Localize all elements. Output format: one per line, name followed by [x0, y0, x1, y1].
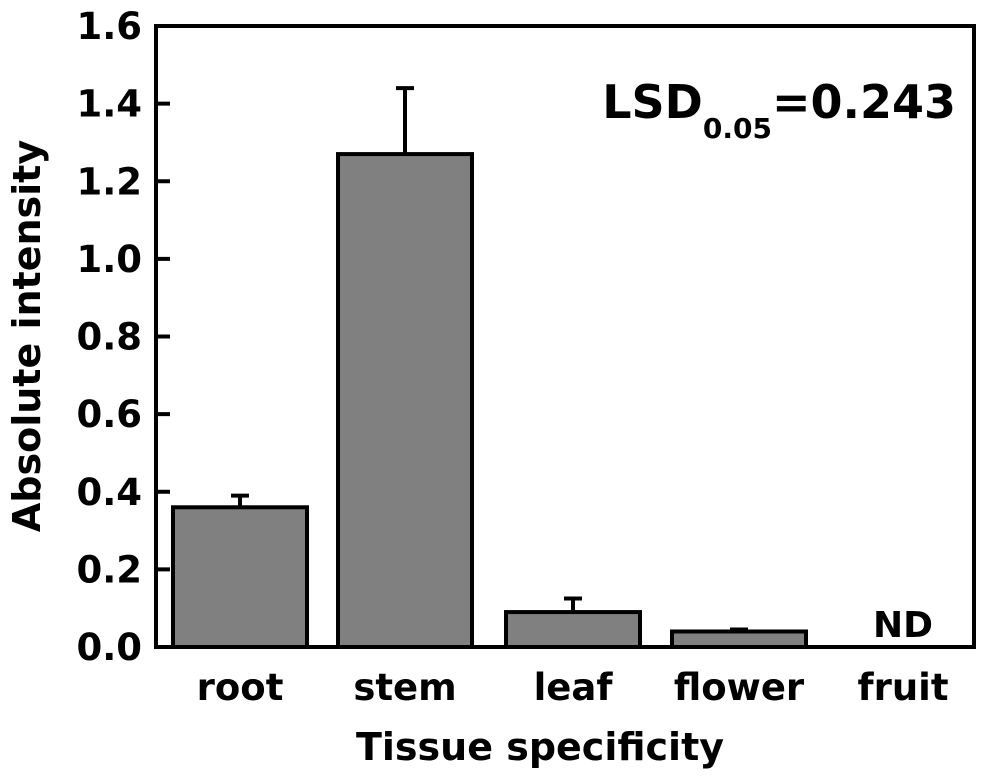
y-axis-title: Absolute intensity — [5, 140, 49, 532]
not-detected-label: ND — [873, 605, 933, 646]
y-tick-label: 1.0 — [76, 238, 142, 281]
y-tick-label: 0.2 — [76, 548, 142, 591]
y-tick-label: 0.4 — [76, 471, 142, 514]
y-tick-label: 0.0 — [76, 626, 142, 669]
y-tick-label: 1.4 — [76, 83, 142, 126]
lsd-value: =0.243 — [772, 75, 956, 129]
lsd-subscript: 0.05 — [703, 112, 772, 145]
bar-stem — [336, 152, 474, 650]
x-axis-title: Tissue specificity — [356, 725, 724, 769]
bar-leaf — [504, 610, 642, 649]
category-label-flower: flower — [674, 666, 805, 709]
y-tick-label: 0.8 — [76, 316, 142, 359]
category-label-leaf: leaf — [534, 666, 614, 709]
category-label-stem: stem — [353, 666, 456, 709]
y-tick-label: 1.2 — [76, 160, 142, 203]
lsd-prefix: LSD — [602, 75, 703, 129]
bar-root — [171, 505, 309, 649]
bars: ND — [171, 86, 933, 650]
category-label-root: root — [197, 666, 284, 709]
lsd-annotation: LSD0.05=0.243 — [602, 75, 956, 145]
y-axis-ticks: 0.0 0.2 0.4 0.6 0.8 1.0 1.2 1.4 1.6 — [76, 5, 170, 669]
y-tick-label: 0.6 — [76, 393, 142, 436]
y-tick-label: 1.6 — [76, 5, 142, 48]
bar-flower — [670, 629, 808, 649]
x-axis-category-labels: root stem leaf flower fruit — [197, 666, 949, 709]
category-label-fruit: fruit — [857, 666, 948, 709]
